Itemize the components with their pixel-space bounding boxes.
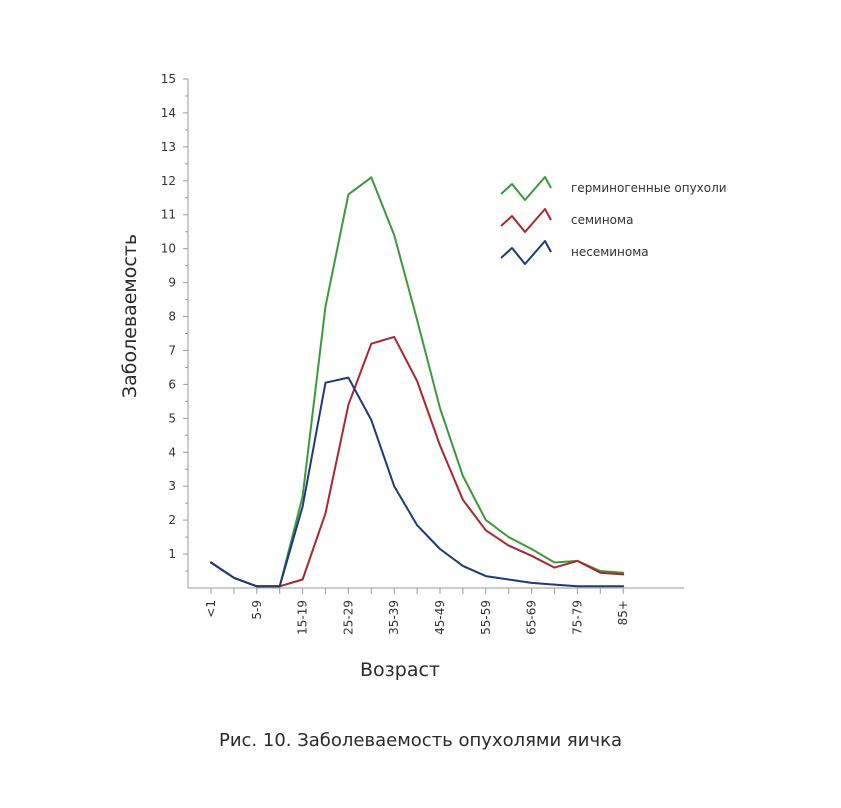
y-tick-label: 10 — [161, 242, 176, 256]
legend-marker — [500, 208, 552, 233]
legend-label: герминогенные опухоли — [571, 181, 727, 195]
y-tick-label: 11 — [161, 208, 176, 222]
x-tick-label: 55-59 — [479, 600, 493, 635]
y-tick-label: 7 — [168, 343, 176, 357]
x-tick-label: 5-9 — [250, 600, 264, 620]
x-axis: <1 5-9 15-19 25-29 35-39 45-49 55-59 65-69 75-79… — [188, 587, 684, 635]
y-tick-label: 2 — [168, 513, 176, 527]
y-tick-label: 12 — [161, 174, 176, 188]
series-line-несеминома — [210, 376, 625, 588]
x-tick-label: 85+ — [616, 600, 630, 625]
x-tick-label: 35-39 — [387, 600, 401, 635]
y-tick-label: 6 — [168, 377, 176, 391]
legend-marker — [500, 240, 552, 265]
x-tick-label: 75-79 — [570, 600, 584, 635]
x-tick-label: <1 — [204, 600, 218, 618]
x-tick-label: 45-49 — [433, 600, 447, 635]
y-axis-title: Заболеваемость — [119, 234, 141, 398]
y-tick-label: 4 — [168, 445, 176, 459]
legend-label: семинома — [571, 213, 633, 227]
series-line-семинома — [210, 335, 625, 588]
y-tick-label: 13 — [161, 140, 176, 154]
y-tick-label: 3 — [168, 479, 176, 493]
y-tick-label: 14 — [161, 106, 176, 120]
y-tick-label: 15 — [161, 72, 176, 86]
series-layer — [210, 176, 625, 588]
legend-marker — [500, 176, 552, 201]
x-tick-label: 25-29 — [341, 600, 355, 635]
x-tick-label: 65-69 — [525, 600, 539, 635]
y-tick-label: 1 — [168, 547, 176, 561]
x-axis-title: Возраст — [360, 659, 440, 681]
y-tick-label: 5 — [168, 411, 176, 425]
y-tick-label: 9 — [168, 276, 176, 290]
y-tick-label: 8 — [168, 310, 176, 324]
legend-label: несеминома — [571, 245, 649, 259]
legend: герминогенные опухоли семинома несеминома — [500, 176, 727, 265]
x-tick-label: 15-19 — [296, 600, 310, 635]
figure-caption: Рис. 10. Заболеваемость опухолями яичка — [218, 730, 622, 751]
